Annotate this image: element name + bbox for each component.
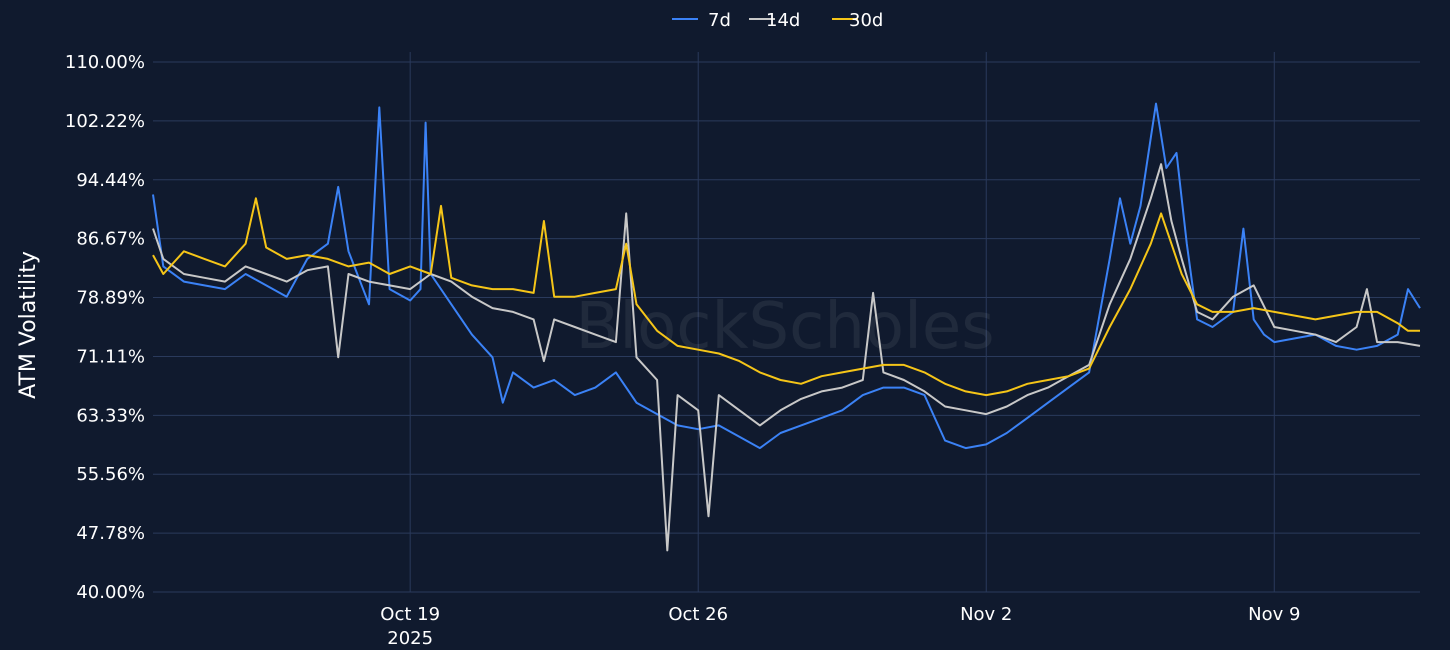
legend-label: 7d: [708, 10, 731, 31]
series-line-30d: [152, 197, 1420, 397]
series-line-14d: [152, 163, 1421, 552]
y-tick-label: 110.00%: [65, 52, 145, 73]
y-axis-ticks: 40.00% 47.78% 55.56% 63.33% 71.11% 78.89% 86.6…: [65, 52, 145, 603]
series-lines: [152, 102, 1421, 552]
legend-item-14d[interactable]: 14d: [749, 10, 800, 31]
y-tick-label: 63.33%: [76, 405, 145, 426]
x-tick-sublabel: 2025: [387, 628, 433, 649]
x-axis-ticks: Oct 19 2025 Oct 26 Nov 2 Nov 9: [380, 604, 1300, 649]
legend[interactable]: 7d 14d 30d: [672, 10, 883, 31]
grid-lines: [153, 52, 1420, 593]
y-tick-label: 94.44%: [76, 170, 145, 191]
y-tick-label: 71.11%: [76, 346, 145, 367]
y-tick-label: 86.67%: [76, 229, 145, 250]
y-tick-label: 55.56%: [76, 464, 145, 485]
legend-item-7d[interactable]: 7d: [672, 10, 731, 31]
y-tick-label: 78.89%: [76, 288, 145, 309]
x-tick-label: Nov 2: [960, 604, 1012, 625]
legend-label: 14d: [766, 10, 800, 31]
y-tick-label: 40.00%: [76, 582, 145, 603]
watermark: BlockScholes: [575, 290, 994, 364]
y-tick-label: 47.78%: [76, 523, 145, 544]
legend-item-30d[interactable]: 30d: [832, 10, 883, 31]
x-tick-label: Nov 9: [1248, 604, 1300, 625]
x-tick-label: Oct 26: [668, 604, 728, 625]
y-tick-label: 102.22%: [65, 111, 145, 132]
series-line-7d: [152, 102, 1421, 450]
x-tick-label: Oct 19: [380, 604, 440, 625]
legend-label: 30d: [849, 10, 883, 31]
y-axis-title: ATM Volatility: [16, 251, 41, 399]
